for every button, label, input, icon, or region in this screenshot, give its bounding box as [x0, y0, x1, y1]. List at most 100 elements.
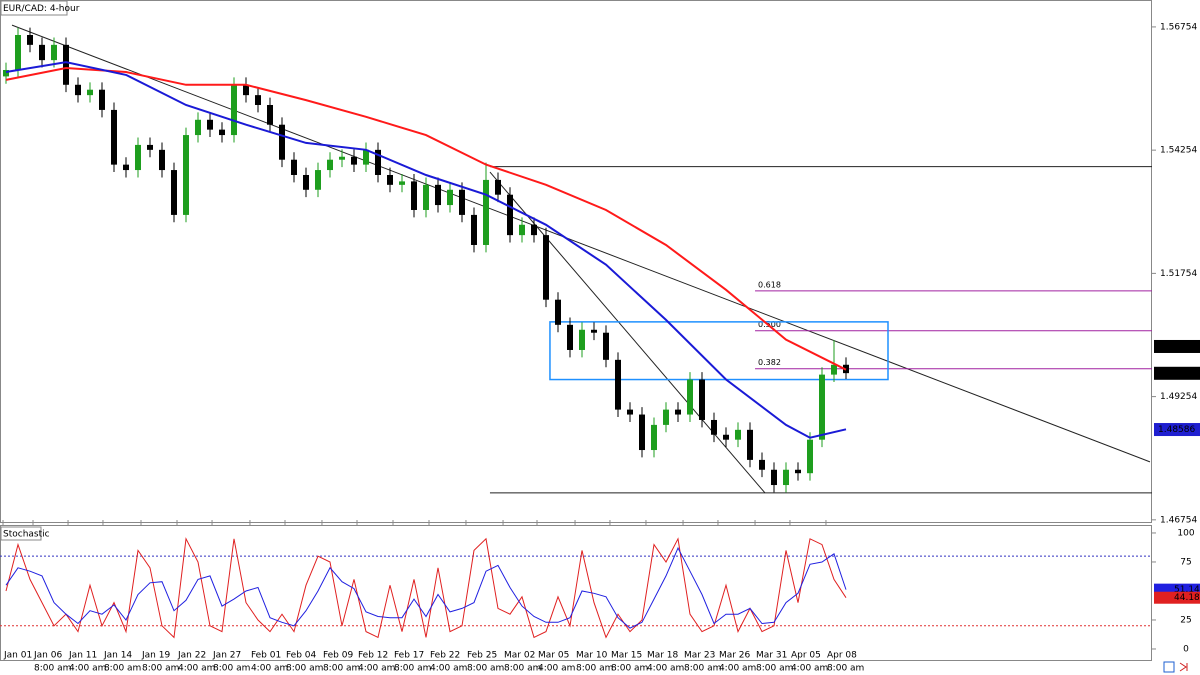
x-time-label: 8:00 am	[467, 664, 504, 674]
candle-body	[507, 194, 513, 236]
candle-body	[387, 174, 393, 185]
candle-body	[291, 159, 297, 175]
candle-body	[531, 224, 537, 236]
x-time-label: 8:00 am	[286, 664, 323, 674]
x-tick-label: Jan 11	[68, 651, 97, 661]
y-tick-label: 0	[1183, 644, 1189, 654]
x-time-label: 8:00 am	[576, 664, 613, 674]
x-time-label: 8:00 am	[34, 664, 71, 674]
candle-body	[699, 379, 705, 420]
x-time-label: 8:00 am	[142, 664, 179, 674]
candle-body	[627, 409, 633, 415]
candle-body	[159, 149, 165, 171]
candle-body	[747, 429, 753, 460]
candle-body	[483, 179, 489, 245]
candle-body	[579, 329, 585, 350]
candle-body	[651, 424, 657, 451]
candle-body	[111, 109, 117, 165]
candle-body	[123, 164, 129, 171]
title-box	[0, 526, 42, 541]
candle-body	[375, 149, 381, 175]
candle-body	[327, 159, 333, 171]
x-time-label: 8:00 am	[394, 664, 431, 674]
price-marker-label: 1.50271	[1158, 342, 1195, 352]
x-tick-label: Mar 15	[611, 651, 642, 661]
candle-body	[207, 119, 213, 130]
candle-body	[687, 379, 693, 415]
trend-line	[489, 171, 766, 494]
icon[interactable]	[1163, 661, 1175, 673]
candle-body	[759, 459, 765, 470]
candle-body	[315, 170, 321, 190]
x-tick-label: Apr 05	[791, 651, 821, 661]
x-time-label: 8:00 am	[611, 664, 648, 674]
candle-body	[495, 179, 501, 195]
candle-body	[543, 235, 549, 300]
candle-body	[639, 414, 645, 451]
candle-body	[51, 44, 57, 61]
x-time-label: 8:00 am	[104, 664, 141, 674]
x-time-label: 8:00 am	[323, 664, 360, 674]
x-time-label: 4:00 am	[538, 664, 575, 674]
x-time-label: 4:00 am	[251, 664, 288, 674]
trend-line	[11, 24, 1151, 463]
candle-body	[303, 174, 309, 190]
x-time-label: 4:00 am	[69, 664, 106, 674]
x-tick-label: Apr 08	[827, 651, 857, 661]
main-panel	[0, 0, 1152, 523]
panel-title: Stochastic	[3, 530, 50, 540]
x-tick-label: Mar 05	[538, 651, 569, 661]
value-marker-label: 44.18	[1174, 593, 1200, 603]
x-tick-label: Jan 01	[3, 651, 32, 661]
fib-label: 0.618	[758, 280, 781, 289]
stochastic-line	[5, 537, 847, 639]
candle-body	[363, 149, 369, 165]
candle-body	[75, 84, 81, 96]
value-marker-label: 51.14	[1174, 585, 1200, 595]
candle-body	[219, 129, 225, 136]
moving-average	[5, 61, 847, 439]
x-time-label: 4:00 am	[430, 664, 467, 674]
x-time-label: 4:00 am	[647, 664, 684, 674]
y-tick-label: 1.46754	[1160, 515, 1197, 525]
icon[interactable]	[1179, 662, 1188, 672]
y-tick-label: 1.51754	[1160, 269, 1197, 279]
x-tick-label: Mar 23	[684, 651, 715, 661]
candle-body	[459, 189, 465, 215]
candle-body	[735, 429, 741, 440]
candle-body	[675, 409, 681, 415]
candle-body	[771, 469, 777, 486]
y-tick-label: 1.54254	[1160, 146, 1197, 156]
candle-body	[615, 359, 621, 410]
x-tick-label: Feb 17	[394, 651, 424, 661]
x-tick-label: Jan 06	[33, 651, 62, 661]
x-tick-label: Feb 22	[430, 651, 460, 661]
y-tick-label: 75	[1180, 557, 1191, 567]
candle-body	[723, 434, 729, 440]
stochastic-panel	[0, 525, 1152, 661]
candle-body	[435, 184, 441, 206]
candle-body	[339, 156, 345, 160]
candle-body	[471, 214, 477, 245]
y-tick-label: 25	[1180, 615, 1191, 625]
candle-body	[567, 324, 573, 350]
x-time-label: 4:00 am	[178, 664, 215, 674]
candle-body	[795, 469, 801, 474]
candle-body	[99, 89, 105, 110]
x-time-label: 8:00 am	[504, 664, 541, 674]
x-time-label: 8:00 am	[213, 664, 250, 674]
y-tick-label: 1.56754	[1160, 22, 1197, 32]
price-marker	[1154, 366, 1200, 380]
x-tick-label: Mar 18	[647, 651, 679, 661]
candle-body	[519, 224, 525, 236]
candle-body	[447, 189, 453, 206]
price-marker-label: 1.49727	[1158, 369, 1195, 379]
candle-body	[591, 329, 597, 333]
footer-icons[interactable]	[1163, 661, 1188, 673]
price-marker	[1154, 423, 1200, 437]
candle-body	[87, 89, 93, 96]
price-marker-label: 1.48586	[1158, 425, 1195, 435]
x-tick-label: Mar 02	[504, 651, 535, 661]
candle-body	[351, 156, 357, 165]
candle-body	[555, 299, 561, 325]
